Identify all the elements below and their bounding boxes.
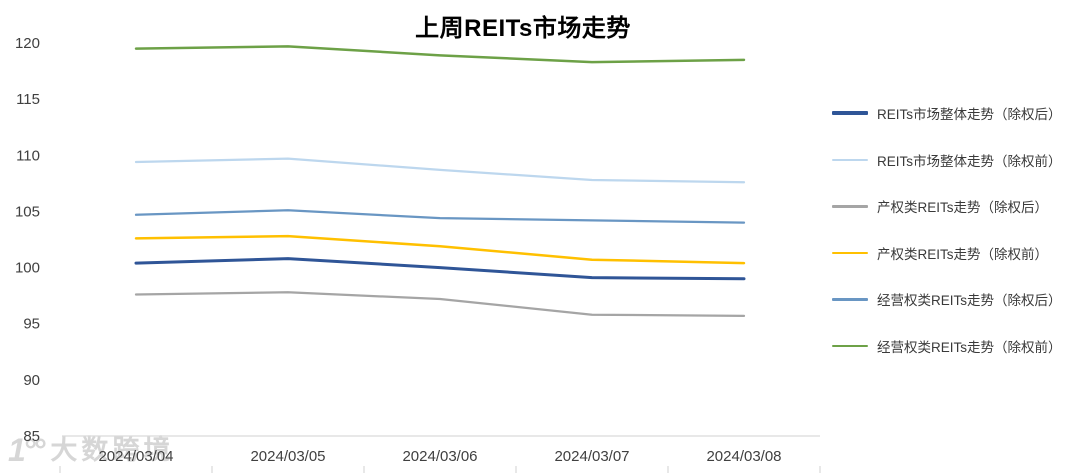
- series-line-1: [134, 257, 746, 281]
- x-axis-label: 2024/03/04: [98, 448, 173, 465]
- series-line-5: [134, 209, 746, 224]
- legend-item: 经营权类REITs走势（除权前）: [832, 323, 1062, 370]
- y-axis-label: 90: [23, 372, 40, 389]
- legend-label: 产权类REITs走势（除权前）: [877, 246, 1049, 262]
- x-axis-label: 2024/03/07: [554, 448, 629, 465]
- legend-item: REITs市场整体走势（除权后）: [832, 90, 1062, 137]
- legend-swatch: [832, 344, 868, 347]
- series-line-2: [134, 157, 746, 184]
- x-axis-label: 2024/03/08: [706, 448, 781, 465]
- y-axis-label: 85: [23, 428, 40, 445]
- legend-label: 经营权类REITs走势（除权前）: [877, 339, 1062, 355]
- x-axis-label: 2024/03/06: [402, 448, 477, 465]
- watermark-text: 大数跨境: [50, 434, 175, 465]
- legend-label: 经营权类REITs走势（除权后）: [877, 293, 1062, 309]
- watermark-logo-icon: 1°°: [8, 432, 45, 468]
- legend-item: 经营权类REITs走势（除权后）: [832, 276, 1062, 323]
- legend-label: REITs市场整体走势（除权前）: [877, 153, 1062, 169]
- y-axis-label: 95: [23, 316, 40, 333]
- y-axis-label: 120: [15, 35, 40, 52]
- legend-label: 产权类REITs走势（除权后）: [877, 200, 1049, 216]
- chart-title: 上周REITs市场走势: [415, 15, 631, 42]
- legend-swatch: [832, 158, 868, 161]
- series-line-3: [134, 291, 746, 317]
- y-axis-label: 110: [16, 147, 40, 164]
- series-line-4: [134, 234, 746, 265]
- y-axis-label: 115: [16, 91, 40, 108]
- legend-label: REITs市场整体走势（除权后）: [877, 107, 1062, 123]
- series-line-6: [134, 45, 746, 64]
- legend-swatch: [832, 298, 868, 301]
- legend-item: 产权类REITs走势（除权前）: [832, 230, 1062, 277]
- legend-item: 产权类REITs走势（除权后）: [832, 183, 1062, 230]
- y-axis-label: 100: [15, 260, 40, 277]
- legend-swatch: [832, 251, 868, 254]
- legend: REITs市场整体走势（除权后） REITs市场整体走势（除权前） 产权类REITs…: [832, 90, 1062, 369]
- legend-swatch: [832, 205, 868, 208]
- y-axis-label: 105: [15, 203, 40, 220]
- watermark: 1°° 大数跨境: [8, 434, 174, 466]
- legend-swatch: [832, 111, 868, 116]
- x-axis-label: 2024/03/05: [250, 448, 325, 465]
- legend-item: REITs市场整体走势（除权前）: [832, 137, 1062, 184]
